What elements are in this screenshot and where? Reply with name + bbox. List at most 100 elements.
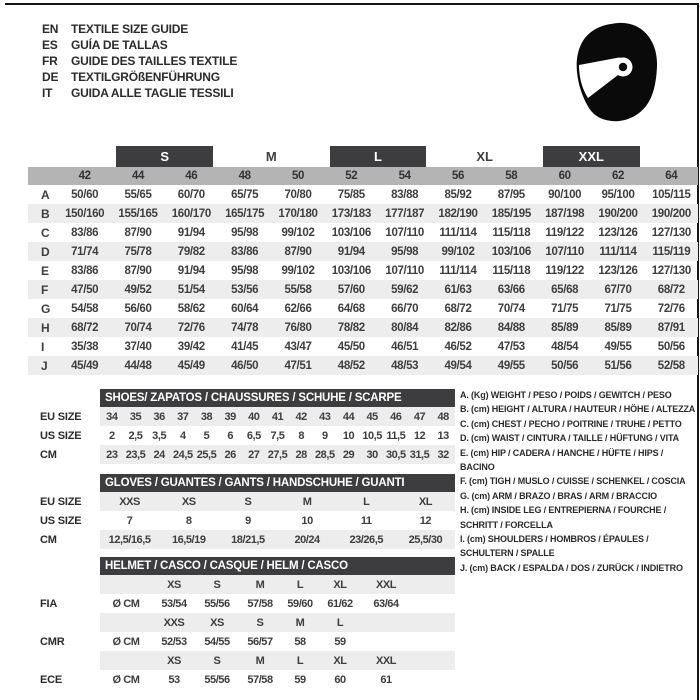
value-cell: 173/183	[331, 207, 371, 220]
value-cell: 71/75	[551, 302, 579, 315]
value-cell: 61/63	[444, 283, 472, 296]
value-cell: 58/62	[177, 302, 205, 315]
value-cell: 103/106	[491, 245, 531, 258]
helmet-rows: XS S M L XL XXL FIA Ø CM 53/54 55/56 57/58 59/60 61/…	[40, 575, 455, 689]
value-cell: 90/100	[548, 188, 582, 201]
value-cell: 99/102	[281, 264, 315, 277]
value-cell: 59/62	[391, 283, 419, 296]
value-cell: XS	[181, 495, 196, 508]
value-cell: 70/80	[284, 188, 312, 201]
legend-item-c: C. (cm) CHEST / PECHO / POITRINE / TRUHE…	[460, 418, 682, 429]
value-cell: 70/74	[497, 302, 525, 315]
row-label: D	[41, 244, 50, 259]
value-cell: 190/200	[651, 207, 691, 220]
value-cell: 54/55	[204, 635, 230, 648]
value-cell: 91/94	[177, 226, 205, 239]
value-cell: 36	[153, 410, 165, 423]
value-cell: 57/60	[337, 283, 365, 296]
value-cell: 119/122	[545, 226, 584, 239]
value-cell: 8	[185, 514, 192, 527]
value-cell: 70/74	[124, 321, 152, 334]
row-label: CMR	[40, 635, 65, 648]
value-cell: 38	[200, 410, 213, 423]
gloves-rows: EU SIZE XXS XS S M L XL US SIZE 7 8 9 10 11 12 CM 12,5/…	[40, 492, 455, 549]
value-cell: 83/88	[391, 188, 419, 201]
value-cell: XXS	[163, 616, 185, 629]
legend-item-j: J. (cm) BACK / ESPALDA / DOS / ZURÜCK / …	[460, 562, 683, 573]
row-values: 7 8 9 10 11 12	[100, 511, 455, 530]
value-cell: 27,5	[267, 448, 288, 461]
table-row: XS S M L XL XXL	[40, 575, 455, 594]
value-cell: 10	[342, 429, 355, 442]
value-cell: 61/62	[327, 597, 353, 610]
value-cell: 115/118	[492, 264, 531, 277]
value-cell	[362, 613, 410, 632]
legend-item-e: E. (cm) HIP / CADERA / HANCHE / HÜFTE / …	[460, 447, 664, 473]
frame-border-right	[697, 3, 699, 700]
value-cell: 87/90	[124, 264, 152, 277]
value-cell: 190/200	[598, 207, 638, 220]
value-cell: 16,5/19	[171, 533, 206, 546]
value-cell: 71/75	[604, 302, 632, 315]
value-cell: 66/70	[391, 302, 419, 315]
table-row: US SIZE 7 8 9 10 11 12	[40, 511, 455, 530]
value-cell: 46/51	[391, 340, 419, 353]
shoes-section: SHOES/ ZAPATOS / CHAUSSURES / SCHUHE / S…	[40, 389, 455, 464]
size-header-cell: 44	[131, 170, 145, 182]
value-cell: 51/54	[177, 283, 205, 296]
value-cell: M	[255, 578, 265, 591]
row-label: J	[41, 358, 48, 373]
value-cell: 2	[108, 429, 115, 442]
value-cell: 115/119	[652, 245, 691, 258]
size-header-cell: 54	[398, 170, 411, 182]
value-cell: 185/195	[491, 207, 531, 220]
value-cell: XL	[333, 654, 347, 667]
value-cell: L	[296, 654, 304, 667]
value-cell: 37/40	[124, 340, 152, 353]
value-cell: 68/72	[657, 283, 685, 296]
value-cell: 24,5	[173, 448, 193, 461]
value-cell: 85/89	[551, 321, 579, 334]
helmet-icon	[576, 22, 658, 122]
value-cell: 9	[245, 514, 251, 527]
apparel-row-f: F 47/50 49/52 51/54 53/56 55/58 57/60 59/62 61/6…	[28, 280, 698, 299]
row-label: CM	[40, 533, 57, 546]
value-cell: 55/58	[284, 283, 312, 296]
language-list: EN TEXTILE SIZE GUIDE ES GUÍA DE TALLAS FR GU…	[42, 21, 237, 101]
apparel-rows: A 50/60 55/65 60/70 65/75 70/80 75/85 83/88 85/9…	[28, 185, 698, 375]
value-cell: 71/74	[71, 245, 99, 258]
value-cell: 68/72	[71, 321, 99, 334]
value-cell: 35/38	[71, 340, 99, 353]
value-cell: 7	[126, 514, 133, 527]
value-cell: 30	[366, 448, 378, 461]
value-cell: 78/82	[337, 321, 365, 334]
value-cell: 28,5	[315, 448, 335, 461]
shoes-table-title: SHOES/ ZAPATOS / CHAUSSURES / SCHUHE / S…	[100, 389, 455, 407]
value-cell: 47/53	[497, 340, 525, 353]
language-row: DE TEXTILGRÖßENFÜHRUNG	[42, 69, 237, 85]
value-cell: 28	[295, 448, 307, 461]
row-values: XS S M L XL XXL	[100, 575, 455, 594]
row-label: G	[41, 301, 51, 316]
row-label: US SIZE	[40, 429, 82, 442]
row-label: A	[41, 187, 50, 202]
value-cell: 99/102	[281, 226, 315, 239]
value-cell: 24	[153, 448, 165, 461]
row-label: F	[41, 282, 49, 297]
size-header-row: 42 44 46 48 50 52 54 56 58 60 62 64	[28, 167, 698, 185]
size-header-cell: 50	[291, 170, 305, 182]
language-title: GUIDE DES TAILLES TEXTILE	[71, 54, 238, 68]
table-row: XXS XS S M L	[40, 613, 455, 632]
language-title: TEXTILE SIZE GUIDE	[71, 22, 189, 36]
value-cell: 12	[413, 429, 426, 442]
value-cell: 111/114	[599, 245, 637, 258]
size-header-cell: 48	[238, 170, 251, 182]
value-cell: 54/58	[71, 302, 99, 315]
value-cell: 31,5	[409, 448, 430, 461]
row-label: US SIZE	[40, 514, 82, 527]
value-cell: 49/54	[444, 359, 472, 372]
value-cell: 111/114	[439, 226, 477, 239]
value-cell: 45/49	[71, 359, 99, 372]
table-row: CMR Ø CM 52/53 54/55 56/57 58 59	[40, 632, 455, 651]
row-label: I	[41, 339, 45, 354]
